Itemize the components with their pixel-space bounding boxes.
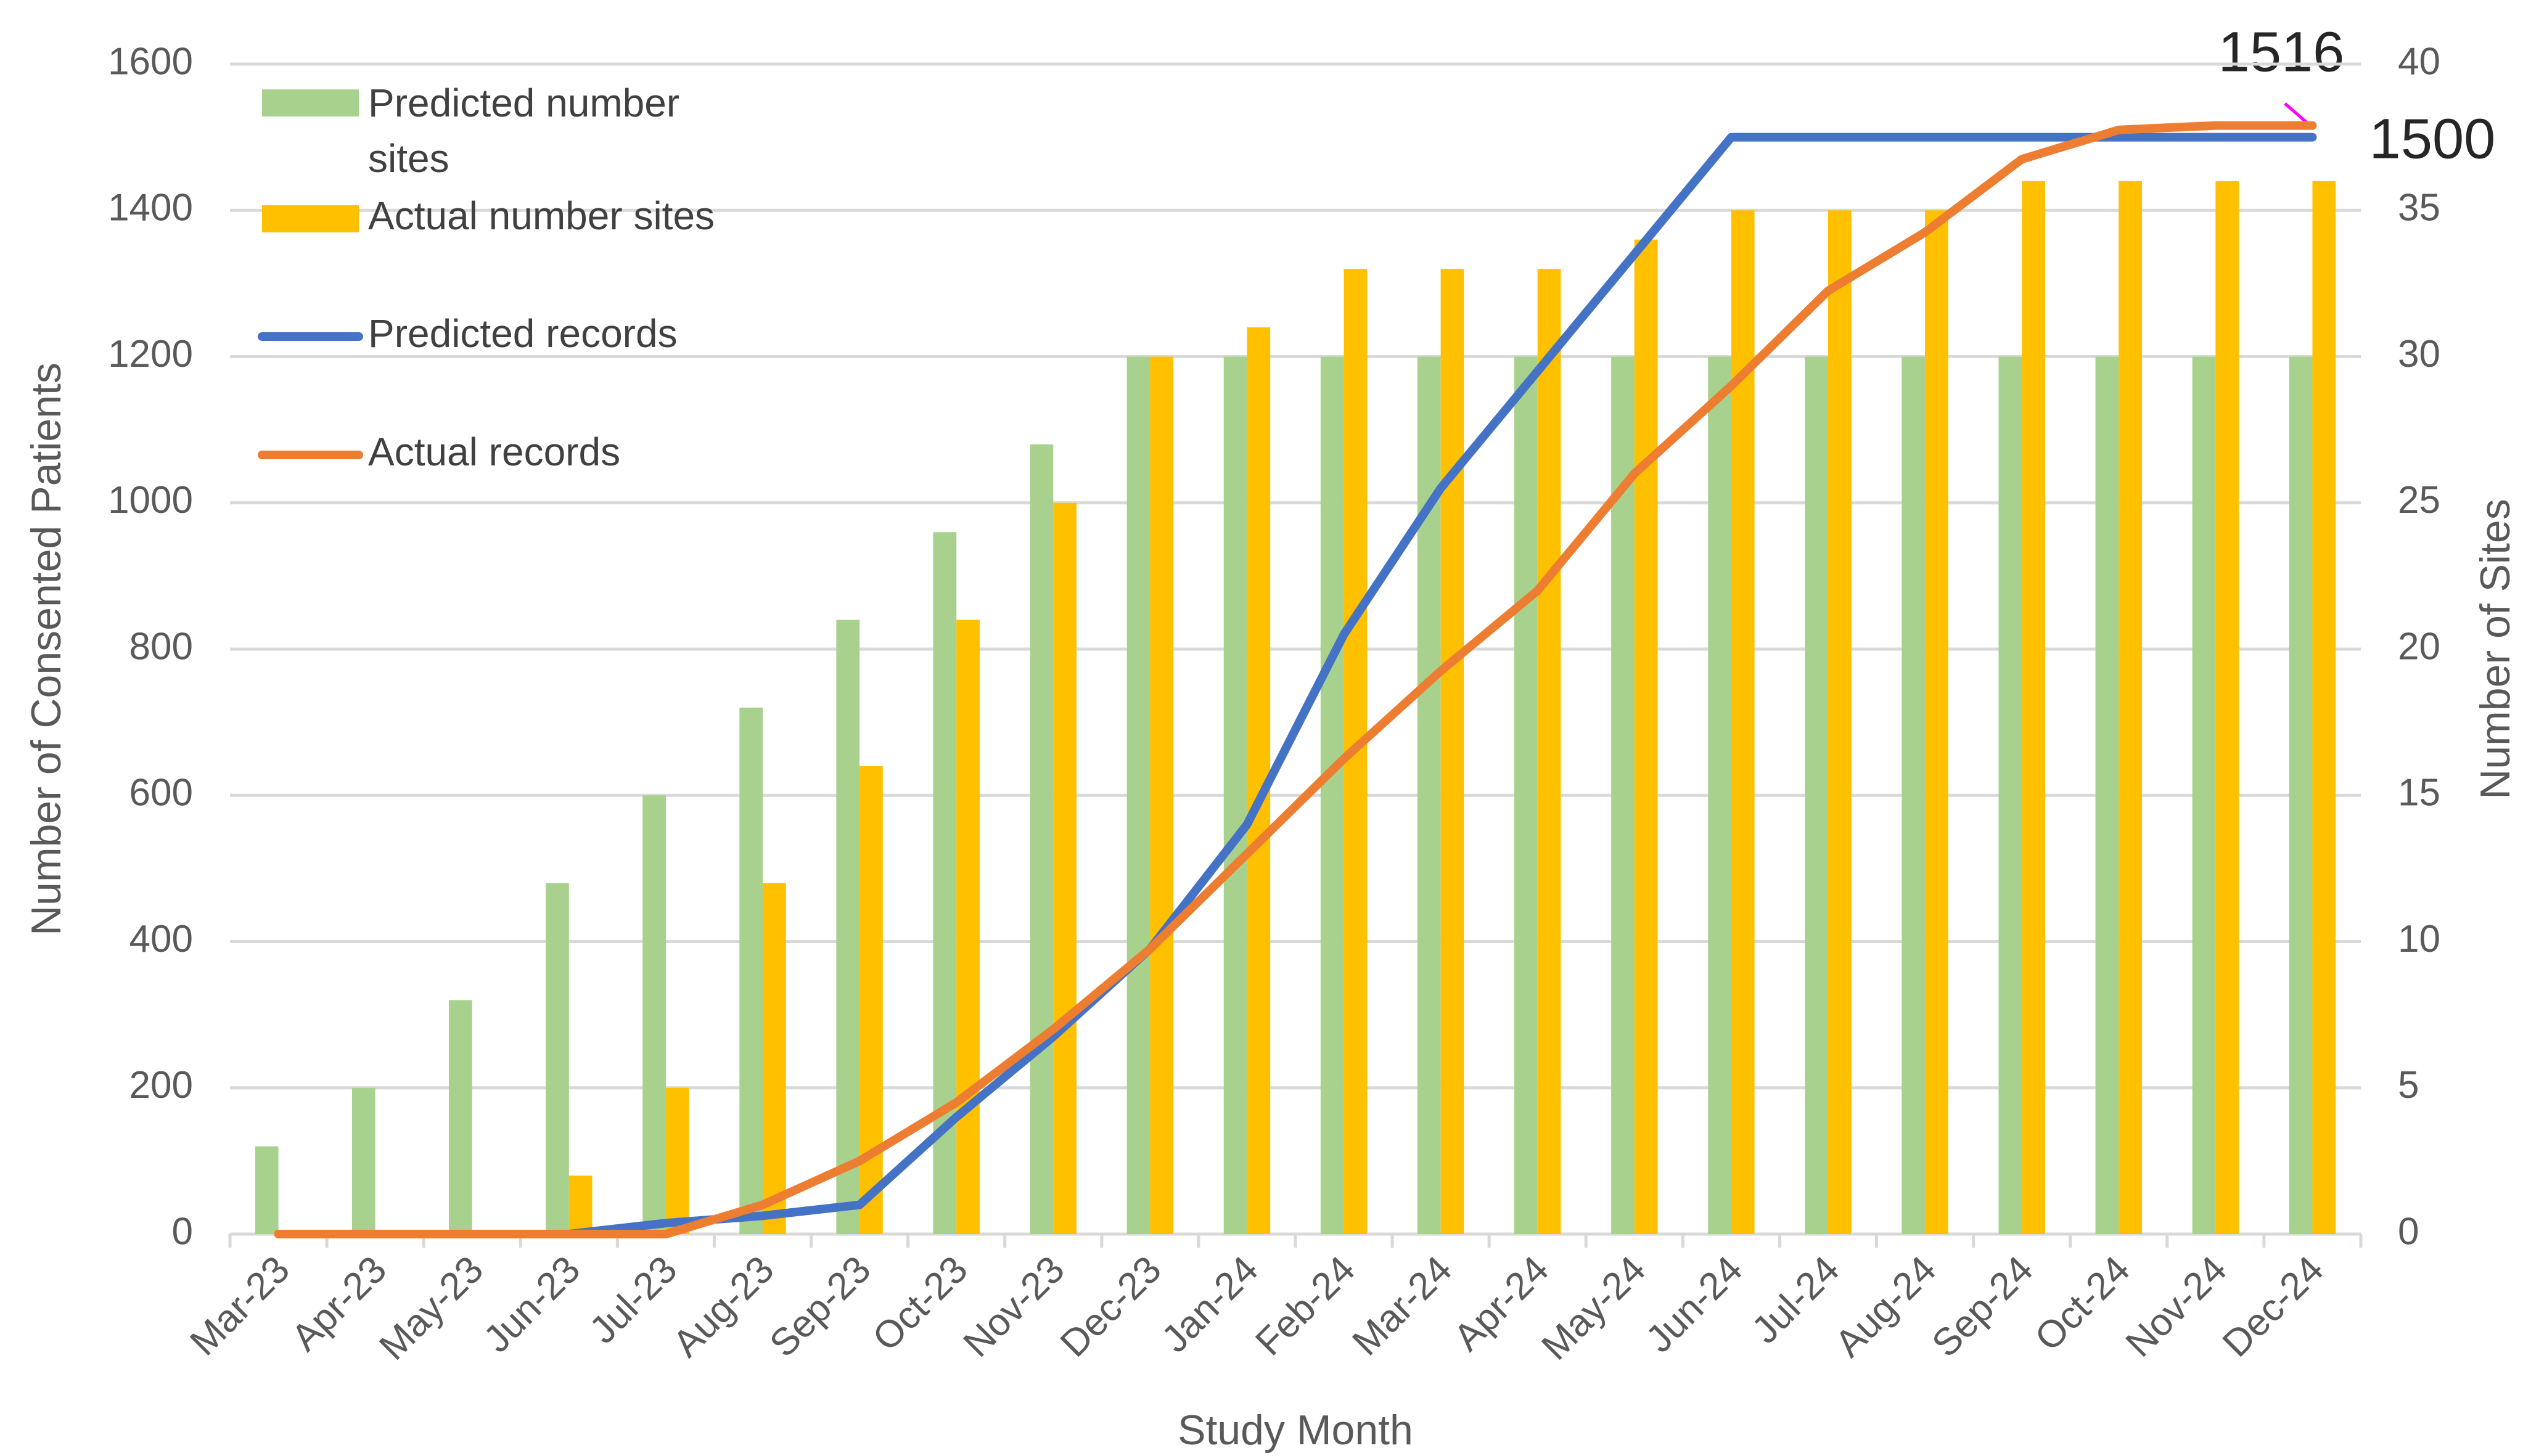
bar xyxy=(1223,356,1247,1234)
bar xyxy=(2289,356,2313,1234)
bar xyxy=(2119,181,2142,1234)
legend-label: Actual records xyxy=(368,430,620,474)
bar xyxy=(1030,444,1054,1234)
bar xyxy=(449,1000,472,1234)
y2-tick-label: 5 xyxy=(2398,1064,2419,1106)
x-tick-label: Dec-24 xyxy=(2215,1248,2332,1365)
y-tick-label: 1000 xyxy=(108,479,193,521)
bar xyxy=(1925,210,1948,1234)
x-tick-label: Jan-24 xyxy=(1154,1248,1266,1361)
x-tick-label: May-24 xyxy=(1533,1248,1654,1368)
bar xyxy=(2192,356,2216,1234)
bar xyxy=(739,707,763,1234)
x-tick-label: Mar-24 xyxy=(1344,1248,1460,1364)
y2-tick-label: 30 xyxy=(2398,333,2440,375)
x-tick-label: Sep-23 xyxy=(761,1248,879,1365)
y-tick-label: 1600 xyxy=(108,40,193,83)
x-tick-label: Nov-23 xyxy=(956,1248,1073,1365)
y2-tick-label: 40 xyxy=(2398,40,2440,83)
x-tick-label: May-23 xyxy=(371,1248,491,1368)
x-tick-label: Jun-23 xyxy=(475,1248,588,1361)
bar xyxy=(1998,356,2022,1234)
bar xyxy=(1634,239,1658,1235)
line xyxy=(274,133,2317,1238)
bar xyxy=(1053,502,1077,1234)
legend-swatch xyxy=(262,205,359,232)
y-tick-label: 800 xyxy=(129,625,193,668)
bar xyxy=(642,795,666,1234)
x-tick-label: Jun-24 xyxy=(1638,1248,1751,1361)
legend-swatch xyxy=(262,89,359,117)
bar xyxy=(1150,356,1174,1234)
x-tick-label: Feb-24 xyxy=(1247,1248,1363,1364)
bar xyxy=(665,1087,689,1234)
bar xyxy=(956,620,980,1234)
legend-text: Predicted number sites xyxy=(368,81,680,181)
bar xyxy=(1828,210,1852,1234)
annotation: 1500 xyxy=(2369,107,2496,170)
bar xyxy=(351,1087,375,1234)
x-tick-label: Nov-24 xyxy=(2118,1248,2235,1365)
y-tick-label: 1200 xyxy=(108,333,193,375)
bar xyxy=(1708,356,1731,1234)
y2-tick-label: 25 xyxy=(2398,479,2440,521)
bar xyxy=(546,883,569,1234)
y2-tick-label: 20 xyxy=(2398,625,2440,668)
x-tick-label: Mar-23 xyxy=(182,1248,298,1364)
bar xyxy=(255,1146,279,1234)
x-tick-label: Oct-23 xyxy=(864,1248,975,1359)
bar xyxy=(1537,269,1561,1234)
bar xyxy=(2312,181,2336,1234)
y-tick-label: 0 xyxy=(172,1210,193,1253)
bar xyxy=(1320,356,1344,1234)
x-axis-title: Study Month xyxy=(1178,1407,1413,1454)
bar xyxy=(1126,356,1151,1234)
x-tick-label: Oct-24 xyxy=(2027,1248,2138,1359)
legend-label: Actual number sites xyxy=(368,194,715,238)
y2-axis-title: Number of Sites xyxy=(2472,499,2519,800)
annotation: 1516 xyxy=(2218,20,2345,83)
x-tick-label: Sep-24 xyxy=(1924,1248,2041,1365)
x-tick-label: Dec-23 xyxy=(1052,1248,1170,1365)
bar xyxy=(763,883,786,1234)
bar xyxy=(836,620,860,1234)
legend-label: Predicted number sites xyxy=(368,81,680,181)
bar xyxy=(2022,181,2045,1234)
y2-tick-label: 35 xyxy=(2398,187,2440,229)
x-tick-label: Aug-24 xyxy=(1827,1248,1944,1365)
y-tick-label: 200 xyxy=(129,1064,193,1106)
bar xyxy=(1514,356,1538,1234)
y-tick-label: 1400 xyxy=(108,187,193,229)
y2-tick-label: 10 xyxy=(2398,918,2440,960)
bar xyxy=(2095,356,2119,1234)
y-tick-label: 600 xyxy=(129,772,193,814)
bar xyxy=(1440,269,1464,1234)
x-tick-label: Aug-23 xyxy=(665,1248,782,1365)
y2-tick-label: 0 xyxy=(2398,1210,2419,1253)
legend-label: Predicted records xyxy=(368,311,678,356)
bar xyxy=(568,1176,593,1234)
line xyxy=(274,121,2317,1238)
y-axis-title: Number of Consented Patients xyxy=(23,362,70,936)
bar xyxy=(1901,356,1926,1234)
y2-tick-label: 15 xyxy=(2398,772,2440,814)
y-tick-label: 400 xyxy=(129,918,193,960)
bar xyxy=(2215,181,2239,1234)
bar xyxy=(1805,356,1828,1234)
